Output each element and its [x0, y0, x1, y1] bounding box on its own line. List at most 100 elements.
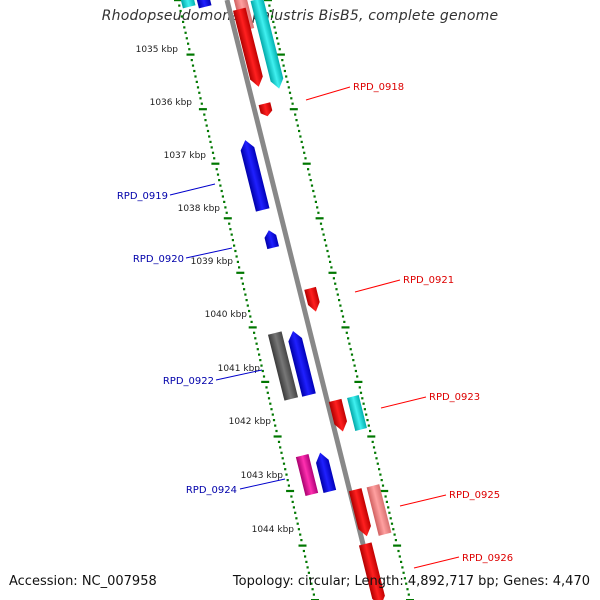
gene-label-rpd-0922: RPD_0922	[163, 376, 214, 387]
major-tick	[264, 0, 272, 2]
minor-tick	[258, 353, 261, 356]
minor-tick	[375, 457, 378, 460]
minor-tick	[286, 80, 289, 83]
minor-tick	[332, 277, 335, 280]
gene-labels: RPD_0918 RPD_0919 RPD_0920 RPD_0921 RPD_…	[117, 82, 513, 564]
minor-tick	[406, 588, 409, 591]
minor-tick	[343, 320, 346, 323]
minor-tick	[279, 446, 282, 449]
minor-tick	[308, 173, 311, 176]
minor-tick	[250, 320, 253, 323]
minor-tick	[388, 511, 391, 514]
minor-tick	[350, 353, 354, 356]
minor-tick	[180, 15, 183, 18]
major-tick	[302, 162, 311, 165]
minor-tick	[290, 97, 293, 100]
minor-tick	[281, 59, 284, 62]
minor-tick	[365, 413, 368, 416]
tick-rails	[174, 0, 414, 600]
minor-tick	[270, 408, 273, 411]
major-tick	[248, 326, 257, 329]
minor-tick	[321, 228, 324, 231]
minor-tick	[300, 539, 303, 542]
major-tick	[261, 380, 270, 383]
gene-rpd-0919	[240, 140, 270, 212]
minor-tick	[403, 577, 406, 580]
minor-tick	[392, 528, 395, 531]
accession-text: Accession: NC_007958	[9, 574, 157, 589]
minor-tick	[205, 124, 208, 127]
minor-tick	[223, 200, 226, 203]
minor-tick	[397, 549, 400, 553]
kbp-label: 1037 kbp	[164, 151, 207, 161]
minor-tick	[206, 129, 210, 133]
minor-tick	[213, 157, 216, 160]
minor-tick	[393, 533, 396, 536]
major-tick	[223, 217, 232, 220]
minor-tick	[379, 473, 382, 476]
minor-tick	[367, 424, 370, 427]
minor-tick	[384, 495, 387, 498]
minor-tick	[290, 495, 293, 498]
minor-tick	[274, 424, 277, 427]
minor-tick	[323, 239, 326, 242]
minor-tick	[352, 359, 355, 362]
minor-tick	[266, 391, 269, 394]
minor-tick	[211, 151, 215, 154]
minor-tick	[390, 522, 394, 525]
minor-tick	[254, 337, 257, 340]
minor-tick	[234, 249, 237, 253]
minor-tick	[230, 233, 233, 236]
minor-tick	[284, 468, 287, 471]
minor-tick	[306, 566, 309, 569]
minor-tick	[335, 288, 338, 291]
minor-tick	[260, 364, 263, 367]
minor-tick	[208, 135, 211, 138]
minor-tick	[182, 20, 185, 23]
minor-tick	[310, 184, 314, 187]
gene-label-rpd-0924: RPD_0924	[186, 485, 237, 496]
minor-tick	[340, 309, 343, 313]
minor-tick	[338, 299, 341, 302]
gene-label-rpd-0923: RPD_0923	[429, 392, 480, 403]
minor-tick	[354, 369, 357, 373]
gene-rpd-0924-blue	[316, 452, 337, 493]
minor-tick	[281, 457, 284, 460]
minor-tick	[262, 375, 266, 378]
minor-tick	[245, 299, 248, 302]
minor-tick	[300, 140, 303, 143]
minor-tick	[209, 140, 212, 143]
gene-rpd-0921	[304, 286, 320, 312]
minor-tick	[203, 113, 206, 116]
minor-tick	[294, 511, 297, 514]
minor-tick	[184, 31, 187, 34]
minor-tick	[307, 168, 310, 171]
minor-tick	[179, 9, 182, 13]
minor-tick	[229, 228, 232, 231]
gene-rpd-0922-gray	[267, 331, 299, 401]
gene-label-rpd-0926: RPD_0926	[462, 553, 513, 564]
minor-tick	[259, 359, 262, 362]
major-tick	[298, 544, 307, 547]
minor-tick	[272, 419, 276, 422]
minor-tick	[287, 484, 290, 487]
minor-tick	[255, 342, 258, 345]
gene-label-rpd-0925: RPD_0925	[449, 490, 500, 501]
minor-tick	[348, 342, 351, 345]
minor-tick	[187, 42, 190, 45]
minor-tick	[193, 69, 196, 73]
minor-tick	[282, 462, 286, 465]
minor-tick	[238, 266, 241, 269]
gene-top-cyan-left	[180, 0, 196, 9]
genome-summary-text: Topology: circular; Length: 4,892,717 bp…	[232, 574, 590, 589]
minor-tick	[271, 413, 274, 416]
gene-rpd-0920	[264, 230, 280, 250]
minor-tick	[224, 206, 227, 209]
major-tick	[289, 108, 298, 111]
minor-tick	[372, 446, 376, 449]
minor-tick	[287, 86, 290, 89]
kbp-label: 1044 kbp	[252, 525, 295, 535]
major-tick	[186, 53, 195, 56]
minor-tick	[256, 348, 259, 351]
